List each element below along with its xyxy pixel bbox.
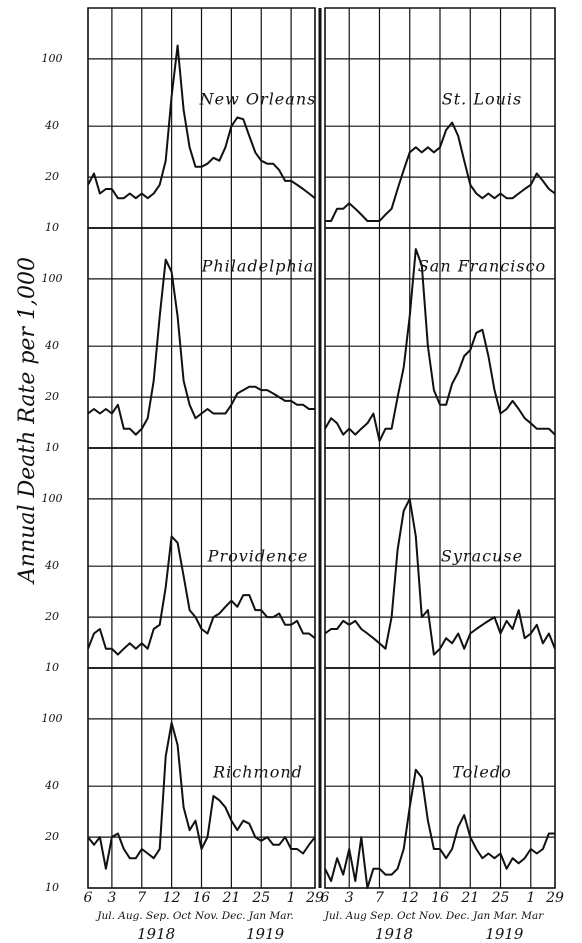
panel-title: Syracuse	[441, 547, 523, 566]
x-tick-label: 12	[401, 890, 419, 906]
data-line	[87, 44, 316, 200]
x-tick-label: 6	[84, 890, 93, 906]
panel-title: San Francisco	[418, 257, 546, 276]
y-tick-label: 20	[44, 170, 59, 183]
x-tick-label: 12	[163, 890, 181, 906]
year-label: 1918	[375, 925, 413, 943]
x-tick-label: 29	[305, 890, 324, 906]
panel-title: St. Louis	[442, 90, 522, 109]
x-tick-label: 1	[287, 890, 296, 906]
data-line	[87, 535, 316, 656]
x-tick-label: 16	[193, 890, 211, 906]
data-line	[325, 121, 556, 222]
x-tick-label: 16	[431, 890, 449, 906]
y-tick-label: 20	[44, 830, 59, 843]
panel-title: Philadelphia	[201, 257, 315, 276]
y-tick-label: 10	[45, 661, 59, 674]
data-line	[87, 258, 315, 436]
y-tick-label: 10	[45, 881, 59, 894]
year-label: 1918	[137, 925, 175, 943]
x-tick-label: 3	[345, 890, 354, 906]
y-tick-label: 40	[44, 779, 59, 792]
panel-title: New Orleans	[199, 90, 317, 109]
x-tick-label: 3	[107, 890, 116, 906]
x-tick-label: 21	[460, 890, 479, 906]
y-tick-label: 40	[44, 119, 59, 132]
y-tick-label: 100	[42, 272, 63, 285]
x-tick-label: 7	[375, 890, 384, 906]
data-line	[324, 768, 555, 889]
year-label: 1919	[485, 925, 524, 943]
year-label: 1919	[246, 925, 285, 943]
panel-title: Providence	[207, 547, 309, 566]
y-tick-label: 10	[45, 221, 59, 234]
y-tick-label: 100	[42, 492, 63, 505]
y-tick-label: 20	[44, 610, 59, 623]
x-tick-label: 21	[221, 890, 240, 906]
data-line	[87, 721, 316, 870]
x-tick-label: 6	[321, 890, 330, 906]
y-axis-label: Annual Death Rate per 1,000	[15, 257, 40, 585]
y-tick-label: 10	[45, 441, 59, 454]
y-tick-label: 40	[44, 339, 59, 352]
x-tick-label: 25	[491, 890, 510, 906]
data-line	[324, 248, 556, 442]
y-tick-label: 100	[42, 712, 63, 725]
x-tick-label: 7	[137, 890, 146, 906]
y-tick-label: 100	[42, 52, 63, 65]
x-month-labels: Jul. Aug. Sep. Oct Nov. Dec. Jan Mar.	[95, 910, 293, 922]
y-tick-label: 20	[44, 390, 59, 403]
y-tick-label: 40	[44, 559, 59, 572]
x-tick-label: 25	[251, 890, 270, 906]
data-line	[324, 497, 556, 656]
x-tick-label: 29	[545, 890, 564, 906]
x-tick-label: 1	[526, 890, 535, 906]
x-month-labels: Jul. Aug Sep. Oct Nov. Dec. Jan Mar. Mar	[323, 910, 544, 922]
panel-title: Toledo	[452, 763, 512, 782]
panel-title: Richmond	[212, 763, 303, 782]
